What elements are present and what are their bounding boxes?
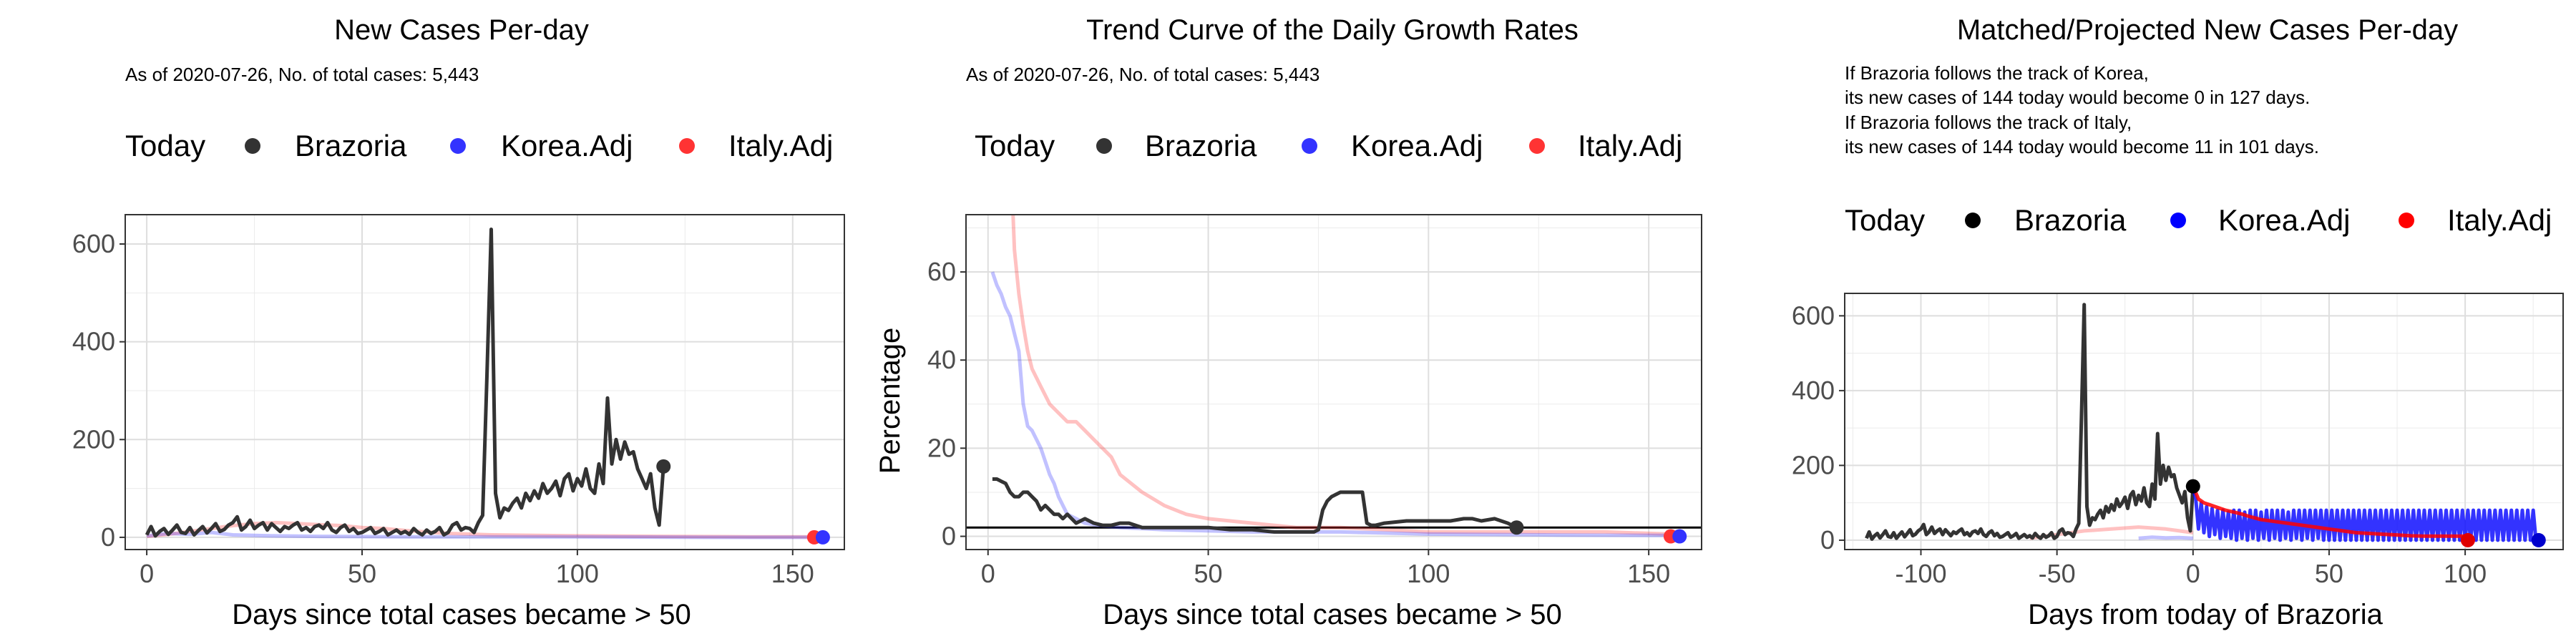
- growth-rate-panel: Trend Curve of the Daily Growth Rates As…: [874, 14, 1702, 630]
- series-line-brazoria: [145, 228, 665, 538]
- legend-label-korea: Korea.Adj: [2218, 203, 2350, 237]
- x-tick-label: 50: [2315, 559, 2343, 588]
- today-point-brazoria: [656, 459, 671, 474]
- plot-area: 0 50 100 150 0 200 400 600: [72, 214, 845, 588]
- chart-legend: Today Brazoria Korea.Adj Italy.Adj: [1845, 203, 2552, 237]
- x-axis-title: Days since total cases became > 50: [232, 599, 691, 630]
- series-line-korea-adj: [990, 271, 1680, 537]
- legend-swatch-korea: [450, 138, 466, 154]
- y-axis-title: Percentage: [874, 328, 906, 474]
- plot-border: [125, 214, 845, 550]
- legend-label-brazoria: Brazoria: [1145, 129, 1257, 162]
- chart-subtitle-line: As of 2020-07-26, No. of total cases: 5,…: [966, 64, 1319, 85]
- series-line-korea-adj: [2138, 535, 2193, 540]
- x-tick-label: -100: [1895, 559, 1946, 588]
- x-tick-label: 50: [348, 559, 376, 588]
- chart-title: Trend Curve of the Daily Growth Rates: [1086, 14, 1579, 46]
- x-tick-label: 50: [1194, 559, 1223, 588]
- plot-area: -100 -50 0 50 100 0 200 400 600: [1792, 293, 2564, 588]
- series-line-italy-adj: [2191, 485, 2468, 538]
- chart-subtitle-line: As of 2020-07-26, No. of total cases: 5,…: [125, 64, 479, 85]
- series-line-korea-adj: [2191, 487, 2539, 542]
- x-axis-title: Days since total cases became > 50: [1103, 599, 1561, 630]
- legend-label-korea: Korea.Adj: [501, 129, 633, 162]
- y-tick-label: 200: [1792, 450, 1835, 479]
- legend-swatch-italy: [2399, 213, 2414, 228]
- legend-swatch-italy: [1529, 138, 1545, 154]
- plot-border: [965, 214, 1702, 550]
- series-line-italy-adj: [2029, 525, 2194, 540]
- legend-swatch-brazoria: [1965, 213, 1981, 228]
- today-point-korea-adj: [2531, 532, 2546, 547]
- plot-border: [1844, 293, 2564, 550]
- today-point-brazoria: [2185, 479, 2200, 494]
- y-tick-label: 200: [72, 424, 115, 454]
- legend-label-italy: Italy.Adj: [2447, 203, 2552, 237]
- y-tick-label: 0: [1820, 525, 1835, 555]
- legend-title: Today: [1845, 203, 1925, 237]
- x-axis-title: Days from today of Brazoria: [2028, 599, 2383, 630]
- series-line-brazoria: [1865, 303, 2195, 541]
- projected-cases-panel: Matched/Projected New Cases Per-day If B…: [1792, 14, 2564, 630]
- y-tick-label: 400: [1792, 376, 1835, 405]
- chart-legend: Today Brazoria Korea.Adj Italy.Adj: [975, 129, 1682, 162]
- chart-subtitle-line: If Brazoria follows the track of Korea,: [1845, 62, 2149, 84]
- new-cases-panel: New Cases Per-day As of 2020-07-26, No. …: [72, 14, 845, 630]
- legend-label-brazoria: Brazoria: [295, 129, 407, 162]
- y-tick-label: 600: [1792, 301, 1835, 330]
- legend-swatch-korea: [2170, 213, 2186, 228]
- x-tick-label: 100: [2444, 559, 2487, 588]
- legend-swatch-korea: [1302, 138, 1317, 154]
- legend-swatch-brazoria: [245, 138, 260, 154]
- chart-title: New Cases Per-day: [334, 14, 589, 46]
- legend-label-italy: Italy.Adj: [728, 129, 833, 162]
- chart-legend: Today Brazoria Korea.Adj Italy.Adj: [125, 129, 833, 162]
- chart-subtitle-line: If Brazoria follows the track of Italy,: [1845, 112, 2132, 133]
- y-tick-label: 0: [101, 522, 115, 552]
- chart-title: Matched/Projected New Cases Per-day: [1957, 14, 2458, 46]
- x-tick-label: 100: [1407, 559, 1450, 588]
- y-tick-label: 20: [927, 433, 956, 462]
- x-tick-label: 0: [2186, 559, 2200, 588]
- x-tick-label: -50: [2039, 559, 2076, 588]
- legend-swatch-italy: [679, 138, 695, 154]
- legend-label-brazoria: Brazoria: [2014, 203, 2127, 237]
- y-tick-label: 400: [72, 327, 115, 356]
- series-line-italy-adj: [1011, 215, 1671, 536]
- today-point-italy-adj: [2460, 532, 2475, 547]
- legend-swatch-brazoria: [1096, 138, 1112, 154]
- y-tick-label: 40: [927, 345, 956, 374]
- chart-subtitle-line: its new cases of 144 today would become …: [1845, 87, 2310, 108]
- series-line-korea-adj: [146, 530, 823, 540]
- plot-area: 0 50 100 150 0 20 40 60: [927, 214, 1702, 588]
- legend-title: Today: [975, 129, 1055, 162]
- today-point-korea-adj: [815, 530, 830, 545]
- chart-subtitle-line: its new cases of 144 today would become …: [1845, 136, 2319, 157]
- legend-label-korea: Korea.Adj: [1351, 129, 1483, 162]
- x-tick-label: 0: [981, 559, 995, 588]
- x-tick-label: 100: [556, 559, 599, 588]
- today-point-korea-adj: [1672, 529, 1687, 544]
- y-tick-label: 60: [927, 257, 956, 286]
- legend-label-italy: Italy.Adj: [1578, 129, 1682, 162]
- series-line-brazoria: [992, 477, 1518, 534]
- y-tick-label: 0: [942, 522, 956, 551]
- y-tick-label: 600: [72, 229, 115, 258]
- x-tick-label: 150: [771, 559, 814, 588]
- today-point-brazoria: [1509, 520, 1524, 535]
- legend-title: Today: [125, 129, 205, 162]
- x-tick-label: 150: [1627, 559, 1670, 588]
- x-tick-label: 0: [140, 559, 154, 588]
